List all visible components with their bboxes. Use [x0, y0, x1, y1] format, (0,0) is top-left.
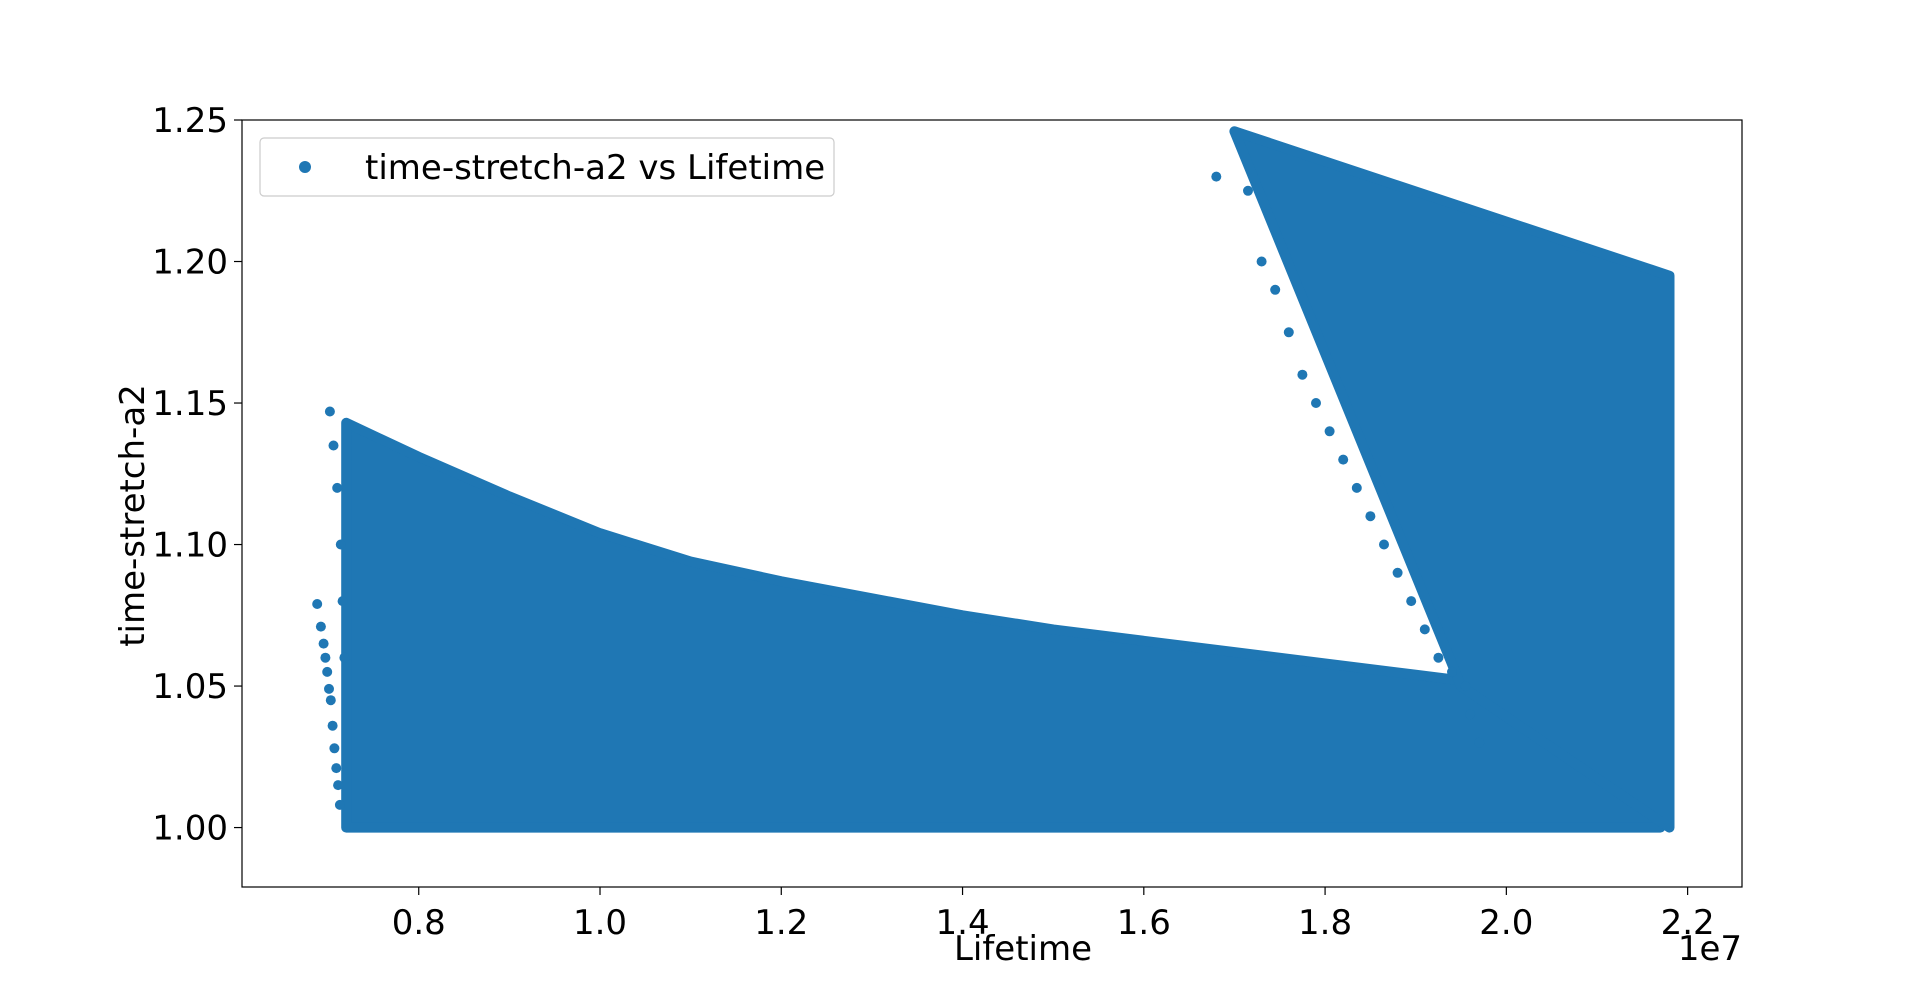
scatter-point: [332, 482, 343, 493]
x-tick-label: 0.8: [392, 903, 446, 943]
x-tick-label: 1.4: [936, 903, 990, 943]
scatter-point: [335, 539, 346, 550]
legend-marker: [299, 161, 311, 173]
y-tick-label: 1.15: [152, 384, 228, 424]
x-tick-label: 2.2: [1661, 903, 1715, 943]
scatter-point: [339, 652, 350, 663]
y-tick-label: 1.00: [152, 809, 228, 849]
x-tick-label: 1.6: [1117, 903, 1171, 943]
scatter-point: [337, 596, 348, 607]
x-tick-label: 1.8: [1298, 903, 1352, 943]
scatter-point: [315, 621, 326, 632]
scatter-point: [328, 440, 339, 451]
scatter-point: [325, 695, 336, 706]
scatter-point: [329, 743, 340, 754]
scatter-point: [324, 406, 335, 417]
x-tick-label: 1.2: [754, 903, 808, 943]
scatter-point: [1474, 737, 1485, 748]
scatter-point: [1460, 681, 1471, 692]
scatter-point: [318, 638, 329, 649]
scatter-point: [312, 599, 323, 609]
scatter-point: [320, 652, 331, 663]
scatter-region-upper: [1229, 126, 1675, 833]
scatter-point: [1243, 185, 1253, 196]
scatter-point: [1379, 539, 1389, 550]
scatter-point: [1447, 666, 1457, 677]
scatter-point: [1433, 652, 1444, 663]
scatter-point: [1211, 171, 1222, 182]
scatter-point: [334, 799, 345, 810]
legend: time-stretch-a2 vs Lifetime: [259, 137, 835, 197]
scatter-point: [324, 683, 334, 694]
scatter-point: [333, 780, 344, 791]
y-tick-label: 1.10: [152, 526, 228, 566]
y-axis-label: time-stretch-a2: [113, 384, 153, 647]
y-tick-label: 1.05: [152, 667, 228, 707]
scatter-point: [1419, 624, 1430, 635]
legend-label: time-stretch-a2 vs Lifetime: [365, 148, 825, 188]
scatter-marks: [312, 126, 1675, 833]
x-tick-label: 2.0: [1479, 903, 1533, 943]
scatter-point: [1283, 327, 1294, 338]
scatter-point: [322, 666, 333, 677]
scatter-region-lower: [341, 417, 1666, 833]
legend-box: [259, 137, 835, 197]
scatter-point: [1351, 482, 1362, 493]
scatter-point: [1392, 567, 1403, 578]
scatter-point: [1406, 596, 1417, 607]
scatter-point: [1256, 256, 1267, 267]
scatter-point: [1365, 511, 1376, 522]
x-tick-label: 1.0: [573, 903, 627, 943]
scatter-point: [1297, 369, 1308, 380]
y-tick-label: 1.25: [152, 101, 228, 141]
y-axis-ticks: 1.00 1.05 1.10 1.15 1.20 1.25: [152, 101, 242, 849]
scatter-point: [1324, 426, 1335, 437]
y-tick-label: 1.20: [152, 243, 228, 283]
scatter-point: [331, 763, 342, 774]
x-axis-ticks: 0.8 1.0 1.2 1.4 1.6 1.8 2.0 2.2: [392, 887, 1715, 943]
scatter-point: [1270, 284, 1281, 295]
scatter-point: [1311, 398, 1321, 408]
scatter-point: [327, 720, 338, 731]
plot-frame: [241, 119, 1743, 888]
scatter-point: [1338, 454, 1349, 465]
scatter-point: [1465, 709, 1476, 720]
x-axis-offset-label: 1e7: [1678, 929, 1742, 969]
x-axis-label: Lifetime: [954, 929, 1092, 969]
